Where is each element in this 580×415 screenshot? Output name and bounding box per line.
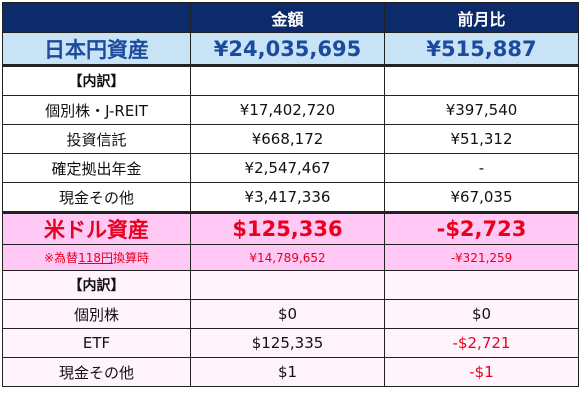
- jpy-total-change: ¥515,887: [384, 32, 579, 67]
- row-label: 個別株・J-REIT: [2, 95, 191, 125]
- fx-change: -¥321,259: [384, 244, 579, 271]
- header-change: 前月比: [384, 2, 579, 33]
- table-row: 現金その他 $1 -$1: [2, 357, 579, 387]
- jpy-title: 日本円資産: [2, 32, 191, 67]
- table-row: 投資信託 ¥668,172 ¥51,312: [2, 124, 579, 154]
- jpy-breakdown-row: 【内訳】: [2, 65, 579, 96]
- row-change: ¥67,035: [384, 182, 579, 213]
- fx-note-suffix: 換算時: [112, 251, 149, 265]
- fx-note-prefix: ※為替: [44, 251, 79, 265]
- fx-rate: 118円: [78, 251, 113, 265]
- jpy-total-row: 日本円資産 ¥24,035,695 ¥515,887: [2, 32, 579, 67]
- row-label: 現金その他: [2, 182, 191, 213]
- header-blank-cell: [2, 2, 191, 33]
- row-amount: ¥3,417,336: [190, 182, 385, 213]
- row-change: ¥397,540: [384, 95, 579, 125]
- table-row: ETF $125,335 -$2,721: [2, 328, 579, 358]
- row-label: 現金その他: [2, 357, 191, 387]
- jpy-breakdown-label: 【内訳】: [2, 65, 191, 96]
- row-amount: $125,335: [190, 328, 385, 358]
- row-label: ETF: [2, 328, 191, 358]
- usd-total: $125,336: [190, 211, 385, 245]
- row-change: $0: [384, 299, 579, 329]
- table-row: 確定拠出年金 ¥2,547,467 -: [2, 153, 579, 183]
- row-amount: ¥668,172: [190, 124, 385, 154]
- table-row: 現金その他 ¥3,417,336 ¥67,035: [2, 182, 579, 213]
- asset-summary-table: 金額 前月比 日本円資産 ¥24,035,695 ¥515,887 【内訳】 個…: [2, 2, 579, 387]
- row-label: 個別株: [2, 299, 191, 329]
- usd-breakdown-label: 【内訳】: [2, 270, 191, 300]
- empty-cell: [384, 270, 579, 300]
- table-row: 個別株 $0 $0: [2, 299, 579, 329]
- jpy-total: ¥24,035,695: [190, 32, 385, 67]
- row-amount: $1: [190, 357, 385, 387]
- row-change: -$2,721: [384, 328, 579, 358]
- row-label: 確定拠出年金: [2, 153, 191, 183]
- usd-total-change: -$2,723: [384, 211, 579, 245]
- fx-conversion-row: ※為替118円換算時 ¥14,789,652 -¥321,259: [2, 244, 579, 271]
- row-change: -: [384, 153, 579, 183]
- empty-cell: [190, 270, 385, 300]
- empty-cell: [384, 65, 579, 96]
- row-change: ¥51,312: [384, 124, 579, 154]
- row-label: 投資信託: [2, 124, 191, 154]
- header-row: 金額 前月比: [2, 2, 579, 33]
- header-amount: 金額: [190, 2, 385, 33]
- empty-cell: [190, 65, 385, 96]
- table-row: 個別株・J-REIT ¥17,402,720 ¥397,540: [2, 95, 579, 125]
- fx-note: ※為替118円換算時: [2, 244, 191, 271]
- usd-total-row: 米ドル資産 $125,336 -$2,723: [2, 211, 579, 245]
- usd-title: 米ドル資産: [2, 211, 191, 245]
- fx-amount: ¥14,789,652: [190, 244, 385, 271]
- row-change: -$1: [384, 357, 579, 387]
- row-amount: ¥2,547,467: [190, 153, 385, 183]
- row-amount: ¥17,402,720: [190, 95, 385, 125]
- usd-breakdown-row: 【内訳】: [2, 270, 579, 300]
- row-amount: $0: [190, 299, 385, 329]
